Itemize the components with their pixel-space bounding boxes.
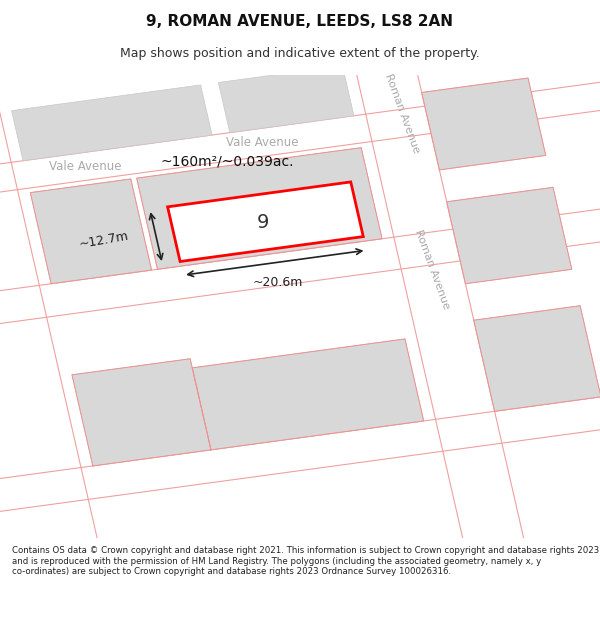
Polygon shape <box>446 188 572 284</box>
Text: Map shows position and indicative extent of the property.: Map shows position and indicative extent… <box>120 48 480 61</box>
Text: Vale Avenue: Vale Avenue <box>226 136 299 149</box>
Polygon shape <box>167 182 363 261</box>
Text: Vale Avenue: Vale Avenue <box>49 160 121 173</box>
Polygon shape <box>0 81 600 204</box>
Polygon shape <box>11 85 212 161</box>
Text: Contains OS data © Crown copyright and database right 2021. This information is : Contains OS data © Crown copyright and d… <box>12 546 599 576</box>
Polygon shape <box>218 66 354 132</box>
Text: Roman Avenue: Roman Avenue <box>413 228 451 311</box>
Polygon shape <box>192 339 424 450</box>
Text: ~20.6m: ~20.6m <box>253 276 303 289</box>
Polygon shape <box>72 359 211 466</box>
Polygon shape <box>0 67 115 624</box>
Text: ~160m²/~0.039ac.: ~160m²/~0.039ac. <box>161 154 294 168</box>
Text: ~12.7m: ~12.7m <box>77 229 130 251</box>
Polygon shape <box>344 11 528 565</box>
Polygon shape <box>137 148 382 269</box>
Polygon shape <box>422 78 546 170</box>
Text: 9: 9 <box>256 213 269 232</box>
Text: 9, ROMAN AVENUE, LEEDS, LS8 2AN: 9, ROMAN AVENUE, LEEDS, LS8 2AN <box>146 14 454 29</box>
Polygon shape <box>0 203 600 332</box>
Polygon shape <box>474 306 600 411</box>
Polygon shape <box>31 179 152 284</box>
Polygon shape <box>0 386 600 514</box>
Text: Roman Avenue: Roman Avenue <box>383 72 421 155</box>
